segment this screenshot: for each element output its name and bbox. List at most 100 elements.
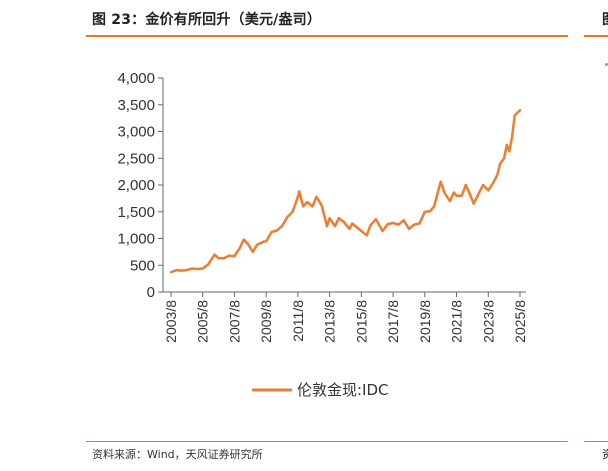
x-axis: 2003/8 2005/8 2007/8 2009/8 2011/8 2013/8 2015… [163,291,528,343]
data-point [351,222,354,225]
data-point [302,205,305,208]
adjacent-chart-fragment [605,63,608,66]
adjacent-figure-title-fragment: 图 [602,9,608,29]
data-point [516,111,519,114]
data-point [518,109,522,112]
y-tick-label: 1,500 [117,204,155,221]
x-tick-label: 2023/8 [480,300,496,343]
header-rule [86,35,568,37]
data-point [381,229,384,233]
data-point [487,189,490,192]
data-point [407,227,411,230]
data-point [343,221,346,224]
data-point [251,250,255,253]
y-tick-label: 1,000 [117,231,155,248]
data-point [201,267,204,270]
data-point [286,216,289,219]
data-point [374,218,377,221]
data-point [265,240,268,243]
data-point [413,223,416,226]
x-tick-label: 2021/8 [449,300,465,343]
data-point [418,222,421,225]
data-point [505,143,508,146]
data-point [348,227,351,230]
data-point [222,257,225,260]
figure-title: 图 23：金价有所回升（美元/盎司） [92,12,322,28]
data-point [464,183,467,187]
y-tick-label: 500 [130,257,155,274]
data-point [255,243,258,246]
series-line [170,109,521,274]
data-point [246,242,249,245]
series-layer [169,109,522,274]
data-point [496,173,499,176]
data-point [476,194,479,197]
data-point [481,183,485,187]
data-point [213,253,216,256]
y-axis: 0 500 1,000 1,500 2,000 2,500 3,000 3,500 4,000 [117,70,164,301]
data-point [439,180,442,183]
data-point [386,223,389,226]
x-tick-label: 2003/8 [163,300,179,343]
data-point [228,254,231,257]
data-point [452,191,455,194]
data-point [298,190,301,193]
data-point [315,195,318,198]
data-point [472,202,475,205]
legend-label: 伦敦金现:IDC [297,381,389,399]
data-point [392,221,395,225]
footer-rule [86,441,568,442]
data-point [503,157,506,160]
data-point [325,225,329,228]
data-point [175,269,178,272]
x-tick-label: 2007/8 [226,300,242,343]
data-point [429,210,432,213]
data-point [280,225,284,228]
data-point [270,231,273,234]
adjacent-header-rule [584,35,608,37]
y-tick-label: 3,000 [117,124,155,141]
data-point [333,225,336,228]
source-note: 资料来源：Wind，天风证券研究所 [92,448,263,461]
y-tick-label: 2,000 [117,177,155,194]
data-point [337,217,340,220]
x-tick-label: 2019/8 [417,300,433,343]
data-point [402,219,405,222]
data-point [191,267,194,270]
data-point [513,114,516,117]
x-tick-label: 2015/8 [353,300,369,343]
x-tick-label: 2013/8 [322,300,338,343]
data-point [460,194,463,197]
x-tick-label: 2009/8 [258,300,274,343]
y-tick-label: 0 [147,284,155,301]
data-point [180,269,183,272]
data-point [433,205,436,208]
data-point [320,204,323,207]
data-point [238,247,241,250]
y-tick-label: 2,500 [117,150,155,167]
adjacent-footer-rule [584,441,608,442]
data-point [443,191,446,195]
data-point [306,201,309,204]
data-point [492,181,495,184]
adjacent-source-fragment: 资 [602,448,608,461]
data-point [510,135,514,138]
x-tick-label: 2017/8 [385,300,401,343]
data-point [262,240,265,243]
data-point [242,238,245,241]
data-point [365,234,368,237]
data-point [508,150,511,153]
data-point [455,194,458,197]
data-point [448,200,451,203]
data-point [397,223,400,226]
data-point [291,210,294,213]
x-tick-label: 2005/8 [195,300,211,343]
data-point [217,257,220,260]
data-point [369,224,372,227]
data-point [357,227,360,230]
data-point [169,271,173,274]
data-point [185,269,188,272]
data-point [423,210,426,213]
data-point [206,263,210,266]
